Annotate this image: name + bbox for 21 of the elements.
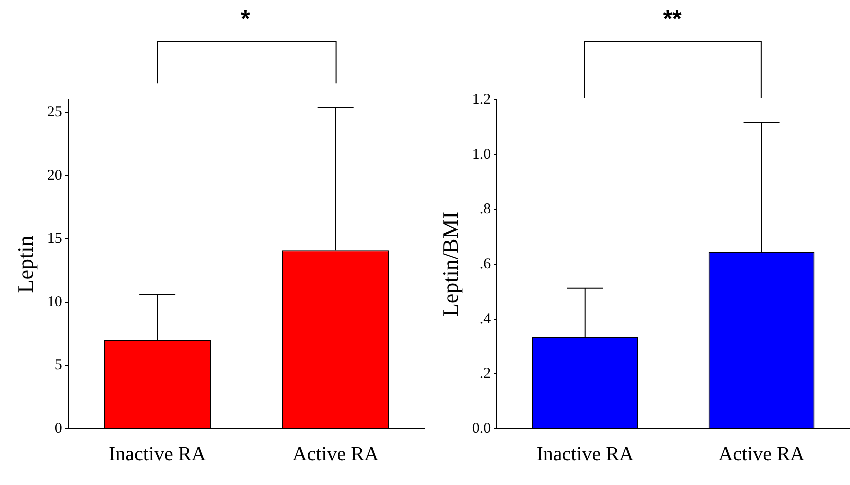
y-tick-label: .2 <box>480 366 492 382</box>
y-tick-label: 0 <box>54 420 62 437</box>
y-tick-label: 15 <box>47 231 62 248</box>
x-tick-label: Active RA <box>292 443 380 466</box>
x-tick-label: Inactive RA <box>108 443 207 466</box>
x-tick-label: Active RA <box>718 443 806 466</box>
y-tick-label: .6 <box>480 256 492 272</box>
y-tick-label: 1.0 <box>472 146 492 163</box>
y-tick-label: 20 <box>47 168 62 184</box>
x-tick-label: Inactive RA <box>536 443 635 466</box>
y-tick-label: .8 <box>480 202 492 218</box>
y-tick-label: 25 <box>47 104 62 121</box>
y-axis-title: Leptin <box>12 236 38 294</box>
y-tick-label: 5 <box>54 358 62 374</box>
significance-bracket: ** <box>584 6 763 100</box>
significance-bracket: * <box>156 6 337 86</box>
y-tick-label: 1.2 <box>472 92 492 108</box>
y-tick-label: 0.0 <box>472 420 492 437</box>
y-tick-label: .4 <box>480 311 492 328</box>
y-axis-title: Leptin/BMI <box>438 212 463 318</box>
y-tick-label: 10 <box>47 294 62 310</box>
